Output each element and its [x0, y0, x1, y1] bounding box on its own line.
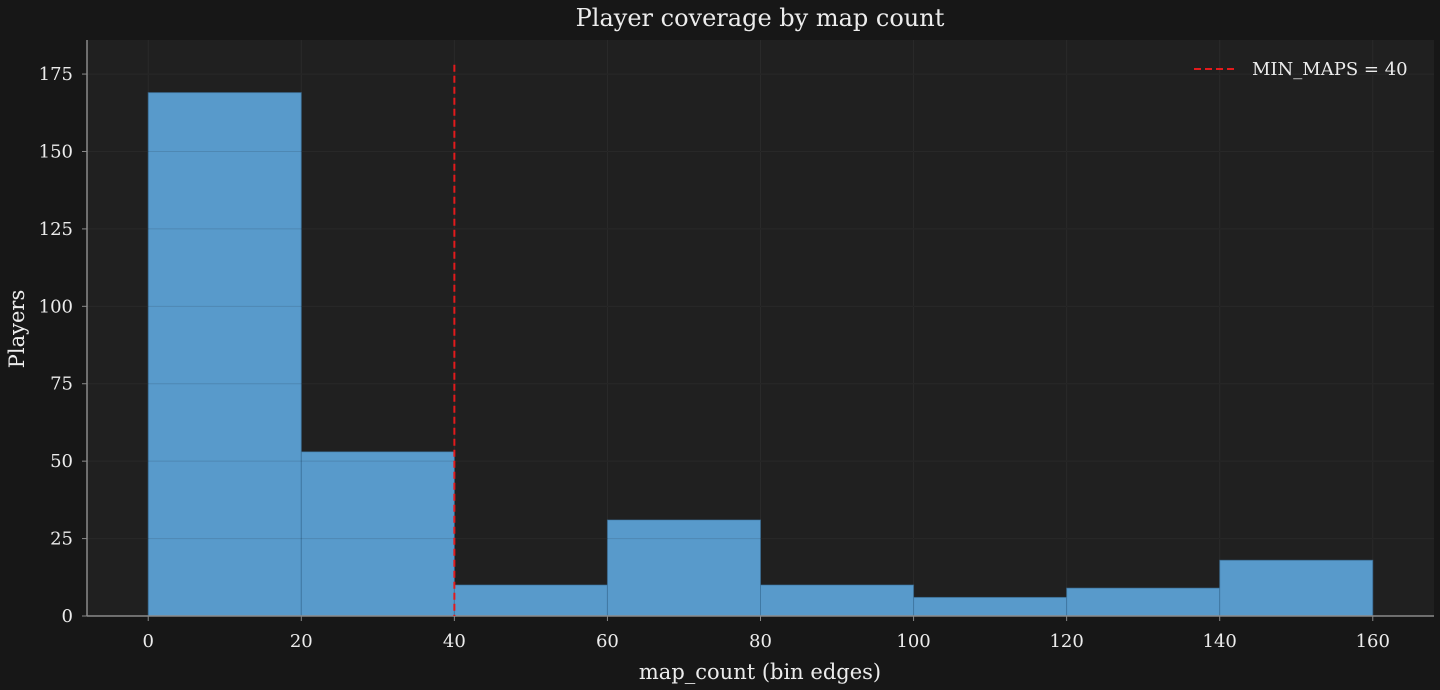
y-tick-label: 125: [39, 219, 73, 240]
histogram-bar: [606, 519, 761, 617]
x-tick-label: 120: [1049, 631, 1083, 652]
histogram-bar: [453, 584, 608, 617]
x-tick-label: 40: [443, 631, 466, 652]
histogram-bar: [913, 596, 1068, 617]
tick-labels: 0 20 40 60 80 100 120 140 160 0 25 50 75 100 125 150 175: [39, 64, 1390, 652]
histogram-bar: [300, 451, 455, 617]
histogram-bar: [760, 584, 915, 617]
y-tick-label: 75: [50, 374, 73, 395]
y-tick-label: 175: [39, 64, 73, 85]
y-tick-label: 25: [50, 529, 73, 550]
legend: MIN_MAPS = 40: [1194, 59, 1408, 80]
chart-title: Player coverage by map count: [576, 4, 945, 32]
x-tick-label: 100: [896, 631, 930, 652]
y-tick-label: 150: [39, 141, 73, 162]
axes: [82, 40, 1434, 621]
y-axis-title: Players: [5, 290, 29, 368]
x-tick-label: 0: [143, 631, 154, 652]
bars: [87, 40, 1434, 617]
y-tick-label: 100: [39, 296, 73, 317]
histogram-bar: [1066, 587, 1221, 617]
histogram-bar: [147, 92, 302, 617]
x-tick-label: 20: [290, 631, 313, 652]
x-tick-label: 60: [596, 631, 619, 652]
y-tick-label: 50: [50, 451, 73, 472]
x-axis-title: map_count (bin edges): [639, 660, 881, 684]
x-tick-label: 140: [1203, 631, 1237, 652]
y-tick-label: 0: [62, 606, 73, 627]
x-tick-label: 160: [1356, 631, 1390, 652]
histogram-bar: [1219, 559, 1374, 617]
x-tick-label: 80: [749, 631, 772, 652]
legend-label: MIN_MAPS = 40: [1252, 59, 1408, 80]
